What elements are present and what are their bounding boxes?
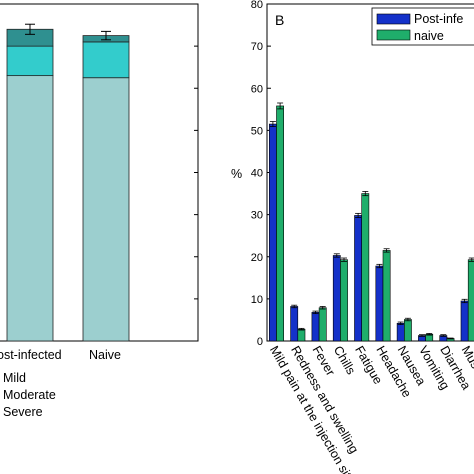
panel-b: 0 10 20 30 40 50 60 70 80 % B Post-infe naive Mi… (231, 0, 474, 474)
panel-b-ytick-label: 60 (251, 83, 263, 95)
bar-post-infected-moderate (6, 45, 54, 77)
legend-moderate-label: Moderate (3, 388, 56, 402)
bar-headache-post-infected (375, 265, 384, 342)
bar-nausea-naive (403, 319, 412, 342)
panel-b-ytick-label: 70 (251, 41, 263, 53)
bar-muscle-pain-post-infected (460, 300, 469, 342)
panel-a: ost-infected Naive Mild Moderate Severe (0, 3, 199, 419)
panel-b-legend: Post-infe naive (371, 7, 474, 46)
bar-mild-pain-at-the-injection-site-naive (276, 105, 284, 342)
panel-a-bars (6, 23, 130, 342)
panel-a-xtick-post-infected: ost-infected (0, 348, 62, 362)
panel-b-ytick-label: 0 (257, 336, 263, 348)
panel-b-ytick-label: 30 (251, 210, 263, 222)
panel-a-xtick-naive: Naive (89, 348, 121, 362)
legend-swatch-naive (376, 29, 411, 41)
panel-b-ytick-label: 20 (251, 252, 263, 264)
bar-fever-naive (318, 307, 327, 342)
bar-fever-post-infected (311, 312, 320, 342)
legend-mild-label: Mild (3, 371, 26, 385)
bar-mild-pain-at-the-injection-site-post-infected (268, 123, 277, 342)
legend-label-post-infected: Post-infe (414, 12, 463, 26)
bar-muscle-pain-naive (467, 259, 474, 342)
panel-b-label: B (275, 12, 284, 28)
bar-headache-naive (382, 250, 391, 342)
panel-b-axes (266, 3, 474, 342)
bar-fatigue-post-infected (354, 215, 362, 342)
panel-b-ytick-label: 50 (251, 125, 263, 137)
bar-post-infected-mild (6, 75, 54, 342)
panel-b-bars (268, 102, 474, 342)
panel-b-ytick-label: 80 (251, 0, 263, 11)
bar-nausea-post-infected (396, 323, 405, 342)
bar-redness-and-swelling-naive (297, 328, 306, 342)
bar-redness-and-swelling-post-infected (290, 306, 299, 342)
bar-naive-mild (82, 77, 130, 342)
panel-a-ticks (194, 3, 198, 342)
bar-naive-moderate (82, 41, 130, 79)
panel-b-ytick-label: 10 (251, 294, 263, 306)
legend-label-naive: naive (414, 29, 444, 43)
bar-chills-post-infected (332, 255, 341, 342)
bar-chills-naive (340, 259, 348, 342)
legend-swatch-post-infected (376, 13, 411, 25)
bar-fatigue-naive (361, 193, 370, 342)
legend-severe-label: Severe (3, 405, 43, 419)
panel-b-ylabel: % (231, 167, 242, 181)
panel-b-ytick-label: 40 (251, 168, 263, 180)
